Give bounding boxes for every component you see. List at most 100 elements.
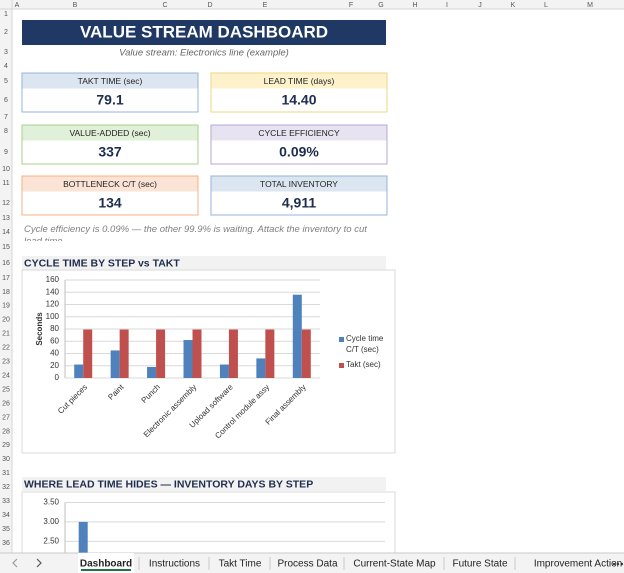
kpi-label: BOTTLENECK C/T (sec) — [63, 179, 157, 189]
bar — [265, 329, 275, 378]
kpi-label: VALUE-ADDED (sec) — [69, 128, 150, 138]
row-header: 17 — [2, 275, 10, 282]
y-tick-label: 40 — [50, 349, 59, 358]
y-tick-label: 2.50 — [43, 536, 59, 545]
y-tick-label: 120 — [46, 300, 60, 309]
row-header: 29 — [2, 442, 10, 449]
kpi-header — [22, 176, 198, 192]
bar — [74, 364, 84, 378]
row-header: 14 — [2, 229, 10, 236]
y-axis-label: Seconds — [35, 312, 44, 346]
row-header: 15 — [2, 244, 10, 251]
sheet-tab[interactable]: Future State — [452, 559, 507, 570]
kpi-value: 79.1 — [96, 92, 123, 108]
chart-title: WHERE LEAD TIME HIDES — INVENTORY DAYS B… — [24, 478, 313, 490]
row-header: 31 — [2, 470, 10, 477]
y-tick-label: 3.50 — [43, 498, 59, 507]
bar — [228, 329, 238, 378]
y-tick-label: 80 — [50, 324, 59, 333]
legend-entry-box: Cycle time C/T (sec) — [346, 334, 384, 354]
section-band — [22, 256, 386, 270]
y-tick-label: 3.00 — [43, 517, 59, 526]
column-header-bar — [0, 0, 624, 9]
plot: 0 20 40 60 80 100 120 140 160 — [46, 275, 320, 382]
sheet-tab[interactable]: Takt Time — [219, 559, 262, 570]
column-header: J — [478, 2, 482, 9]
kpi-cards: TAKT TIME (sec) 79.1 LEAD TIME (days) 14.40… — [21, 72, 388, 216]
column-header: I — [446, 2, 448, 9]
row-header: 25 — [2, 386, 10, 393]
kpi-header — [211, 176, 387, 192]
tab-bar — [0, 553, 624, 573]
kpi-label: CYCLE EFFICIENCY — [258, 128, 340, 138]
column-header: B — [73, 2, 78, 9]
row-header-bar — [0, 0, 12, 553]
bar — [219, 364, 229, 378]
row-header: 28 — [2, 428, 10, 435]
kpi-header — [211, 125, 387, 141]
dashboard-subtitle: Value stream: Electronics line (example) — [119, 48, 289, 59]
tab-scroll-right[interactable] — [36, 558, 42, 568]
kpi-value: 0.09% — [279, 144, 319, 160]
tab-scroll-left[interactable] — [12, 558, 18, 568]
bar — [147, 366, 157, 378]
kpi-value: 134 — [98, 195, 122, 211]
row-header: 7 — [4, 114, 8, 121]
active-tab — [78, 553, 134, 573]
row-header: 19 — [2, 303, 10, 310]
row-header: 23 — [2, 359, 10, 366]
column-header: G — [378, 2, 383, 9]
legend-entry-box: Takt (sec) — [346, 360, 381, 369]
bar — [192, 329, 202, 378]
row-header: 26 — [2, 400, 10, 407]
row-header: 33 — [2, 498, 10, 505]
bar — [110, 350, 120, 378]
sheet-tab[interactable]: Dashboard — [80, 559, 132, 570]
y-tick-label: 0 — [55, 373, 60, 382]
bar — [119, 329, 129, 378]
chart-title: CYCLE TIME BY STEP vs TAKT — [24, 257, 180, 269]
row-header: 16 — [2, 260, 10, 267]
sheet-tab[interactable]: Instructions — [149, 559, 200, 570]
kpi-label: LEAD TIME (days) — [264, 76, 335, 86]
title-bar — [22, 20, 386, 45]
kpi-value: 14.40 — [281, 92, 316, 108]
sheet-tab[interactable]: Improvement Action — [534, 559, 622, 570]
kpi-header — [22, 73, 198, 89]
kpi-header — [22, 125, 198, 141]
dashboard-title: VALUE STREAM DASHBOARD — [80, 22, 328, 41]
column-header: H — [412, 2, 417, 9]
sheet-tab[interactable]: Current-State Map — [353, 559, 436, 570]
row-header: 22 — [2, 345, 10, 352]
y-tick-label: 60 — [50, 336, 59, 345]
row-header: 8 — [4, 128, 8, 135]
kpi-value: 337 — [98, 144, 122, 160]
column-header: L — [544, 2, 548, 9]
section-band — [22, 477, 386, 491]
row-header: 10 — [2, 166, 10, 173]
row-header: 30 — [2, 456, 10, 463]
bar — [183, 340, 193, 378]
row-header: 3 — [4, 49, 8, 56]
y-tick-label: 160 — [46, 275, 60, 284]
legend-entry: Cycle time C/T (sec) — [346, 334, 384, 354]
column-header: A — [15, 2, 20, 9]
bar — [78, 521, 88, 553]
row-header: 5 — [4, 78, 8, 85]
column-header: M — [587, 2, 593, 9]
column-header: C — [162, 2, 167, 9]
row-header: 12 — [2, 200, 10, 207]
sheet-tab[interactable]: Process Data — [277, 559, 337, 570]
bar — [256, 358, 266, 378]
row-header: 9 — [4, 149, 8, 156]
row-header: 32 — [2, 484, 10, 491]
tab-more[interactable] — [612, 562, 624, 566]
legend-swatch — [339, 363, 344, 368]
kpi-label: TOTAL INVENTORY — [260, 179, 338, 189]
row-header: 20 — [2, 317, 10, 324]
note: Cycle efficiency is 0.09% — the other 99… — [24, 224, 367, 241]
legend-entry: Takt (sec) — [346, 360, 381, 369]
row-header: 11 — [2, 180, 9, 187]
y-tick-label: 20 — [50, 361, 59, 370]
